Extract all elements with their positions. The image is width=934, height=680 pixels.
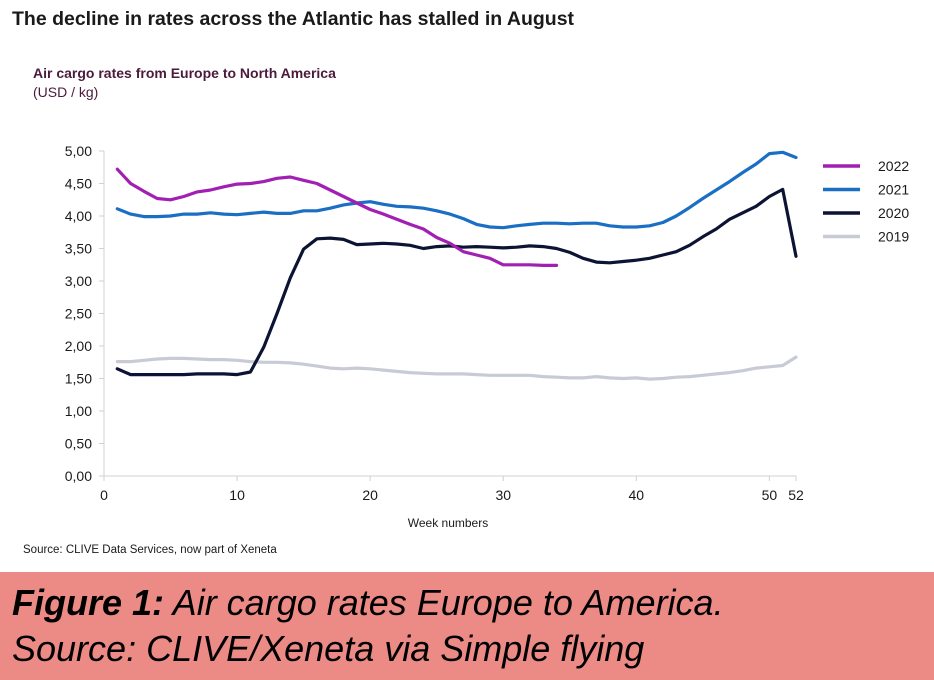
y-tick-label: 2,00 xyxy=(65,338,92,354)
figure-label: Figure 1: xyxy=(12,582,165,623)
y-tick-label: 4,00 xyxy=(65,208,92,224)
chart-unit-label: (USD / kg) xyxy=(33,84,99,100)
y-tick-label: 1,00 xyxy=(65,403,92,419)
headline: The decline in rates across the Atlantic… xyxy=(12,8,575,30)
y-tick-label: 0,50 xyxy=(65,436,92,452)
legend-label-2020: 2020 xyxy=(878,205,909,221)
legend: 2022 2021 2020 2019 xyxy=(823,158,909,245)
figure-caption-text: Air cargo rates Europe to America. xyxy=(164,582,724,623)
y-tick-label: 1,50 xyxy=(65,371,92,387)
x-tick-label: 40 xyxy=(629,487,645,503)
figure-caption-line-2: Source: CLIVE/Xeneta via Simple flying xyxy=(12,628,645,669)
caption-band xyxy=(0,572,934,680)
y-tick-label: 5,00 xyxy=(65,143,92,159)
x-tick-label: 30 xyxy=(495,487,511,503)
legend-label-2021: 2021 xyxy=(878,182,909,198)
x-tick-label: 50 xyxy=(762,487,778,503)
x-tick-label: 20 xyxy=(362,487,378,503)
y-tick-label: 4,50 xyxy=(65,176,92,192)
series-line-2022 xyxy=(115,167,559,267)
x-axis-title: Week numbers xyxy=(408,516,488,530)
line-chart: 0,00 0,50 1,00 1,50 2,00 2,50 3,00 3,50 4,00 4,50… xyxy=(65,143,910,530)
chart-title: Air cargo rates from Europe to North Ame… xyxy=(33,65,336,81)
figure-caption-line-1: Figure 1: Air cargo rates Europe to Amer… xyxy=(12,582,724,624)
y-tick-label: 0,00 xyxy=(65,468,92,484)
source-note: Source: CLIVE Data Services, now part of… xyxy=(23,544,277,556)
legend-label-2022: 2022 xyxy=(878,158,909,174)
y-tick-label: 3,50 xyxy=(65,241,92,257)
series-line-2019 xyxy=(115,355,798,381)
series-layer xyxy=(115,150,798,381)
x-tick-label: 10 xyxy=(229,487,245,503)
y-tick-label: 2,50 xyxy=(65,306,92,322)
y-tick-label: 3,00 xyxy=(65,273,92,289)
x-tick-label: 0 xyxy=(100,487,108,503)
x-tick-label: 52 xyxy=(788,487,804,503)
chart-axes: 0,00 0,50 1,00 1,50 2,00 2,50 3,00 3,50 4,00 4,50… xyxy=(65,143,804,503)
series-line-2021 xyxy=(115,150,798,230)
legend-label-2019: 2019 xyxy=(878,229,909,245)
